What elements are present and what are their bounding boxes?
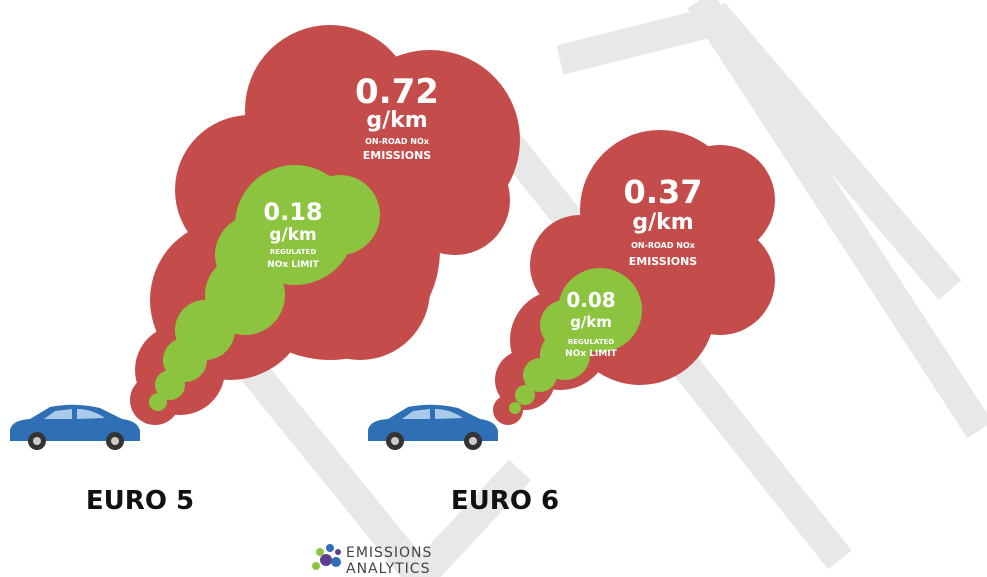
group-label: EURO 5 — [86, 486, 194, 516]
euro5-limit-cloud — [149, 165, 380, 411]
caption: EMISSIONS — [363, 149, 432, 162]
logo: EMISSIONS ANALYTICS — [312, 544, 432, 577]
value: 0.18 — [263, 198, 322, 226]
caption: NOx LIMIT — [565, 349, 618, 359]
logo-text: EMISSIONS — [346, 545, 432, 561]
group-label: EURO 6 — [451, 486, 559, 516]
caption: REGULATED — [270, 248, 316, 256]
unit: g/km — [570, 313, 612, 331]
euro6-limit-cloud — [509, 268, 642, 414]
unit: g/km — [366, 108, 427, 133]
unit: g/km — [269, 225, 316, 245]
logo-text: ANALYTICS — [346, 561, 430, 577]
caption: EMISSIONS — [629, 255, 698, 268]
value: 0.37 — [624, 173, 703, 211]
car-euro6 — [368, 404, 498, 450]
car-euro5 — [10, 404, 140, 450]
caption: ON-ROAD NOx — [365, 137, 430, 146]
caption: ON-ROAD NOx — [631, 241, 696, 250]
value: 0.72 — [355, 72, 439, 112]
caption: NOx LIMIT — [267, 260, 320, 270]
value: 0.08 — [566, 288, 615, 312]
caption: REGULATED — [568, 338, 614, 346]
unit: g/km — [632, 210, 693, 235]
